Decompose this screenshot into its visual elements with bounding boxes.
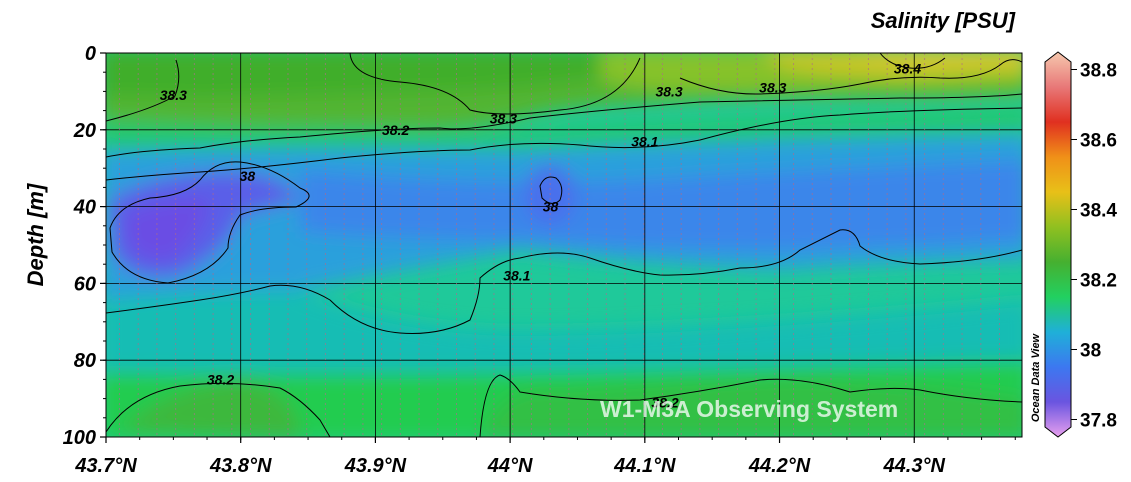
contour-lines xyxy=(106,53,1022,437)
contour-38-small-core xyxy=(539,176,563,204)
plot-area: 38.3 38.2 38.3 38.3 38.3 38.4 38.1 38 38 38.1 38.2… xyxy=(106,53,1022,437)
contour-label-6: 38.1 xyxy=(631,133,658,149)
x-tick-label-6: 44.3°N xyxy=(883,455,946,477)
y-tick-label-2: 40 xyxy=(73,197,96,219)
contour-38-4 xyxy=(879,53,946,69)
contour-label-7: 38 xyxy=(240,168,256,184)
x-tick-label-1: 43.8°N xyxy=(209,455,272,477)
y-axis: 0 20 40 60 80 100 xyxy=(63,43,106,449)
x-tick-label-0: 43.7°N xyxy=(74,455,137,477)
contour-label-11: 38.2 xyxy=(651,394,678,410)
x-tick-label-5: 44.2°N xyxy=(748,455,811,477)
contour-38-2 xyxy=(106,93,1022,158)
contour-38-1-lower xyxy=(106,229,1022,334)
colorbar-label-3: 38.2 xyxy=(1080,271,1117,292)
colorbar-label-0: 38.8 xyxy=(1080,61,1117,82)
contour-label-0: 38.3 xyxy=(160,87,187,103)
contour-label-3: 38.3 xyxy=(655,83,682,99)
x-axis: 43.7°N 43.8°N 43.9°N 44°N 44.1°N 44.2°N 44.3°N xyxy=(74,437,1016,477)
colorbar-gradient xyxy=(1044,51,1072,438)
contour-label-2: 38.3 xyxy=(490,110,517,126)
colorbar: 38.8 38.6 38.4 38.2 38 37.8 xyxy=(1044,51,1117,438)
colorbar-label-5: 37.8 xyxy=(1080,411,1117,432)
x-tick-label-4: 44.1°N xyxy=(613,455,676,477)
contour-38-3-mid xyxy=(349,53,641,115)
contour-label-1: 38.2 xyxy=(382,122,409,138)
contour-labels: 38.3 38.2 38.3 38.3 38.3 38.4 38.1 38 38 38.1 38.2… xyxy=(160,60,922,410)
contour-label-9: 38.1 xyxy=(503,268,530,284)
contour-38-3-right xyxy=(679,59,1022,95)
contour-38-2-deep-left xyxy=(106,382,331,437)
y-tick-label-3: 60 xyxy=(74,273,96,295)
colorbar-label-2: 38.4 xyxy=(1080,201,1117,222)
contour-label-4: 38.3 xyxy=(759,80,786,96)
contour-label-10: 38.2 xyxy=(207,371,234,387)
colorbar-label-1: 38.6 xyxy=(1080,131,1117,152)
station-lines xyxy=(118,53,1001,437)
y-tick-label-0: 0 xyxy=(85,43,96,65)
x-tick-label-3: 44°N xyxy=(487,455,533,477)
contour-label-5: 38.4 xyxy=(894,60,921,76)
contour-38-left-core xyxy=(109,161,310,284)
x-tick-label-2: 43.9°N xyxy=(344,455,407,477)
y-tick-label-4: 80 xyxy=(74,350,96,372)
contour-38-2-deep-right xyxy=(479,374,1022,437)
contour-38-1-upper xyxy=(106,107,1022,181)
y-tick-label-1: 20 xyxy=(73,120,96,142)
watermark: W1-M3A Observing System xyxy=(600,396,899,422)
grid-lines xyxy=(106,53,1022,437)
y-tick-label-5: 100 xyxy=(63,427,96,449)
salinity-field xyxy=(106,53,1022,437)
colorbar-label-4: 38 xyxy=(1080,341,1101,362)
contour-label-8: 38 xyxy=(543,199,559,215)
chart-title: Salinity [PSU] xyxy=(870,8,1015,33)
contour-38-3-surface xyxy=(106,59,180,122)
